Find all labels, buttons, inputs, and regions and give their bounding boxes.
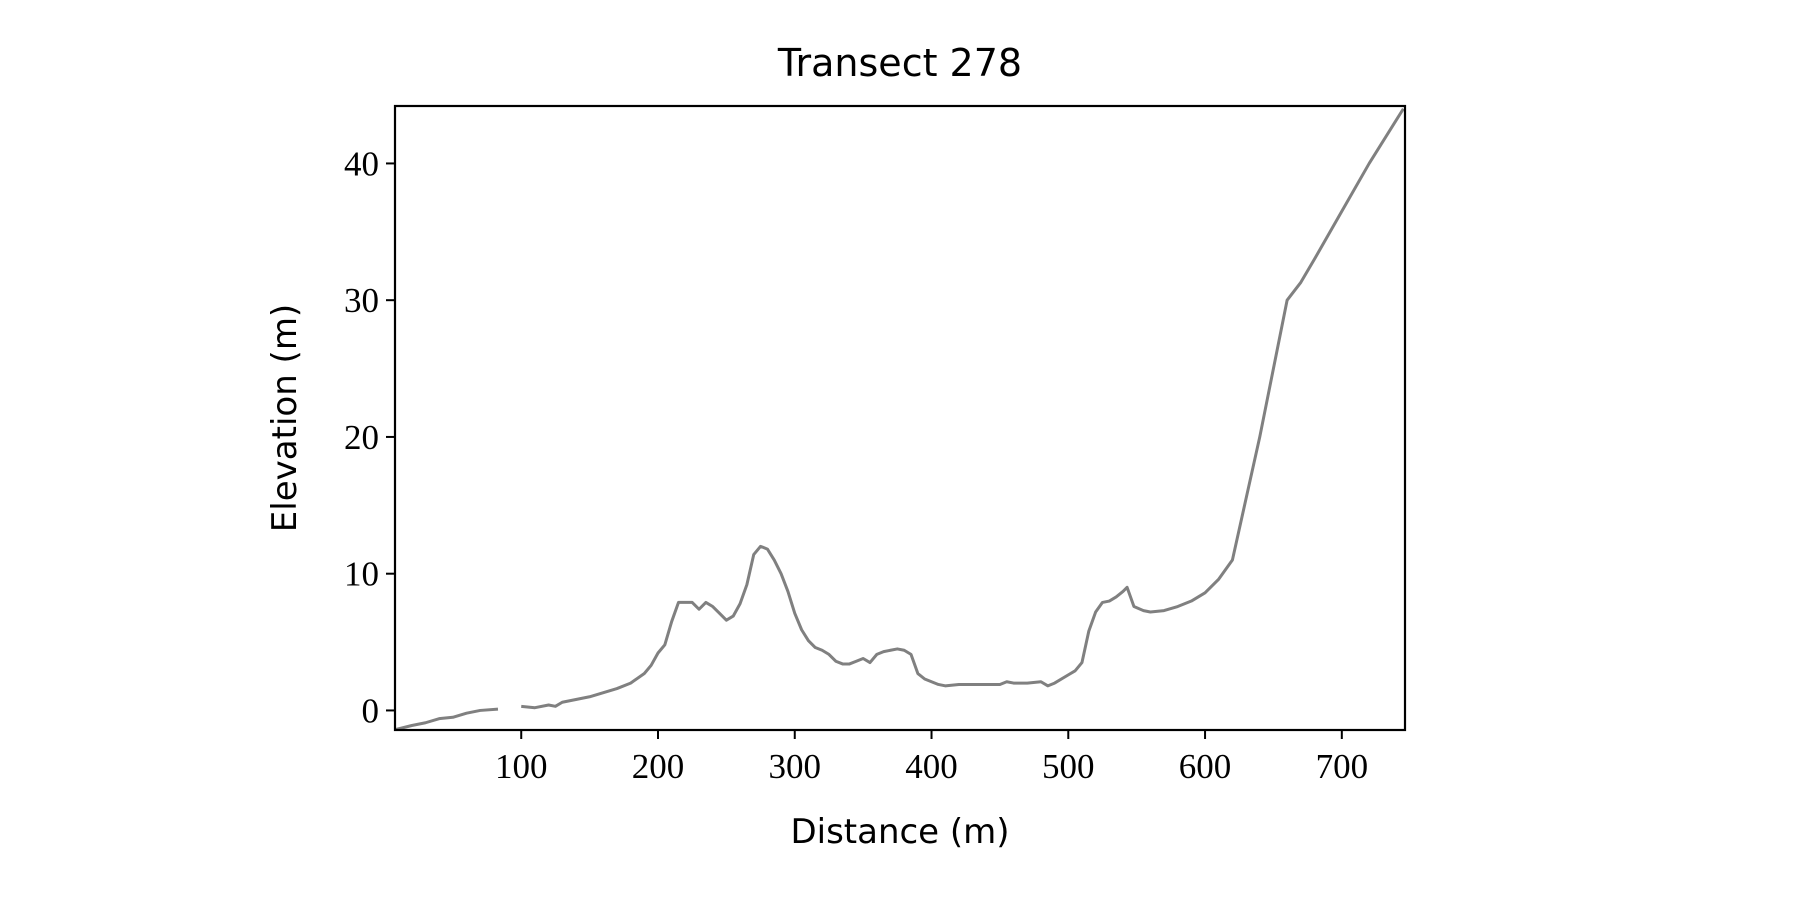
x-tick-label: 400 [905,747,958,786]
x-axis-label: Distance (m) [790,812,1009,852]
x-tick-label: 500 [1042,747,1095,786]
y-tick-label: 0 [362,691,380,730]
chart-title: Transect 278 [777,41,1022,85]
x-tick-label: 100 [495,747,548,786]
line [395,107,1405,730]
x-tick-label: 600 [1179,747,1232,786]
y-axis-label: Elevation (m) [265,304,305,532]
x-tick-label: 300 [769,747,822,786]
y-tick-label: 40 [344,144,379,183]
plot-frame [393,104,1407,732]
y-tick-label: 20 [344,418,379,457]
x-tick-label: 700 [1316,747,1369,786]
y-tick-label: 10 [344,555,379,594]
y-tick-label: 30 [344,281,379,320]
x-tick-label: 200 [632,747,685,786]
